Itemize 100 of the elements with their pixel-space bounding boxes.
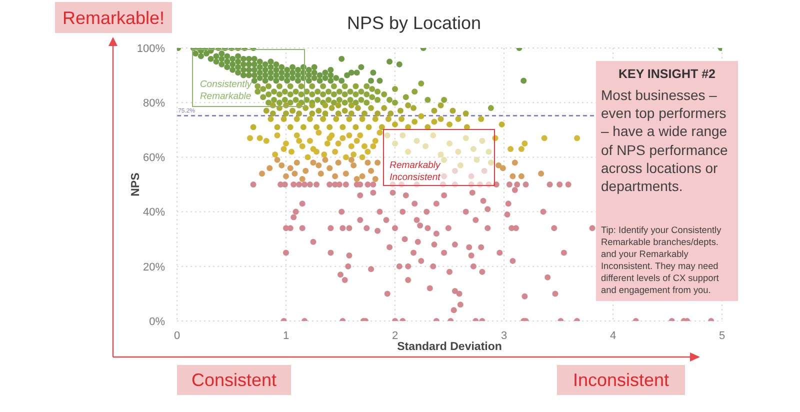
y-tick-label: 80% [142,98,166,110]
point [306,138,313,144]
point [381,105,388,112]
note-card: KEY INSIGHT #2 Most businesses – even top performers – have a wide range of NPS performance across locations or departments. Tip: Identify your Consistently Remarkable branches/depts. and your Remarkably Inconsistent. They may need different levels of CX support and engagement from you. [596,61,738,301]
point [418,113,424,120]
point [468,173,474,180]
point [488,160,494,166]
point [287,165,294,172]
x-axis-title: Standard Deviation [397,341,502,353]
point [538,170,544,177]
point [340,124,346,130]
point [470,146,476,152]
point [348,110,354,117]
point [326,124,333,130]
point [314,124,320,130]
point [397,108,404,114]
x-tick-label: 3 [500,330,508,342]
label-tag: Remarkable! [55,2,172,33]
y-tick-label: 40% [142,206,166,219]
y-tick-label: 60% [142,152,166,164]
point [321,151,328,158]
point [518,146,524,152]
annotation: Tip: Identify your Consistently Remarkable branches/depts. and your Remarkably Inconsistent. They may need different levels of CX support and engagement from you. [601,224,722,296]
point [283,110,289,117]
point [306,116,313,122]
point [283,173,289,180]
y-tick-label: 20% [142,261,166,274]
point [354,105,361,112]
point [304,154,311,160]
point [287,124,294,130]
point [335,102,342,108]
point [322,102,328,108]
point [332,148,338,155]
point [441,173,448,180]
point [350,162,357,168]
point [446,121,452,128]
point [278,162,285,168]
point [385,116,392,122]
point [361,110,368,117]
point [368,168,374,174]
point [326,165,333,172]
point [346,116,352,122]
annotation: Remarkably Inconsistent [390,160,440,184]
point [400,132,406,138]
label-tag: Consistent [177,365,291,395]
point [250,124,256,130]
point [348,156,354,163]
annotation: KEY INSIGHT #2 [618,67,716,81]
point [247,135,254,142]
point [316,130,322,136]
point [478,116,484,122]
point [510,173,516,180]
point [518,173,524,180]
point [574,135,580,142]
point [326,135,333,142]
annotation: Consistently Remarkable [200,79,252,102]
point [354,138,360,144]
point [392,140,398,147]
x-tick-label: 1 [282,330,290,342]
point [359,116,366,122]
point [359,154,366,160]
y-tick-label: 100% [136,42,166,55]
x-tick-label: 4 [610,330,616,342]
point [368,105,374,112]
x-tick-label: 2 [392,330,398,342]
point [474,156,480,163]
point [374,110,381,117]
chart-title: NPS by Location [346,12,482,34]
point [431,118,438,125]
point [462,135,469,142]
point [414,138,420,144]
point [309,102,316,108]
point [384,132,390,138]
point [283,140,289,147]
point [431,108,438,114]
point [309,110,316,117]
point [438,102,444,108]
point [310,160,316,166]
point [268,116,274,122]
point [357,132,364,138]
point [405,102,412,108]
point [378,124,385,130]
point [322,156,328,163]
point [348,102,354,108]
point [392,121,398,128]
point [266,165,273,172]
point [335,160,342,166]
point [374,160,381,166]
point [388,110,394,117]
point [350,151,357,158]
point [457,162,464,168]
point [270,110,276,117]
point [316,108,322,114]
point [294,160,300,166]
point [342,154,349,160]
point [280,146,287,152]
point [496,162,502,168]
point [438,151,444,158]
point [299,143,306,150]
point [299,176,306,182]
